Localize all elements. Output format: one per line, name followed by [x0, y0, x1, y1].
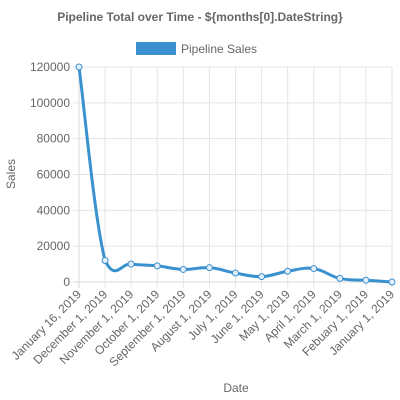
y-tick-label: 120000	[30, 60, 70, 74]
grid	[73, 66, 393, 288]
y-tick-label: 20000	[37, 239, 71, 253]
legend-swatch	[136, 42, 176, 55]
data-point[interactable]	[336, 274, 344, 282]
data-point[interactable]	[362, 276, 370, 284]
legend[interactable]: Pipeline Sales	[136, 42, 257, 56]
y-tick-label: 0	[63, 275, 70, 289]
data-point[interactable]	[205, 264, 213, 272]
data-point[interactable]	[127, 260, 135, 268]
data-point[interactable]	[258, 273, 266, 281]
y-axis-title: Sales	[4, 159, 18, 189]
data-point[interactable]	[310, 265, 318, 273]
data-point[interactable]	[101, 257, 109, 264]
data-point[interactable]	[284, 267, 292, 275]
data-point[interactable]	[388, 278, 396, 286]
y-tick-label: 100000	[30, 96, 70, 110]
x-axis-title: Date	[223, 381, 249, 395]
series-pipeline-sales	[75, 63, 396, 286]
data-point[interactable]	[75, 63, 83, 71]
data-point[interactable]	[232, 269, 239, 277]
data-point[interactable]	[179, 265, 187, 273]
y-tick-label: 80000	[37, 132, 71, 146]
y-tick-label: 40000	[37, 203, 71, 217]
chart-title: Pipeline Total over Time - ${months[0].D…	[57, 10, 343, 24]
y-axis: 0 20000 40000 60000 80000 100000 120000	[30, 60, 70, 289]
data-point[interactable]	[153, 262, 161, 270]
legend-label: Pipeline Sales	[181, 42, 257, 56]
y-tick-label: 60000	[37, 168, 71, 182]
